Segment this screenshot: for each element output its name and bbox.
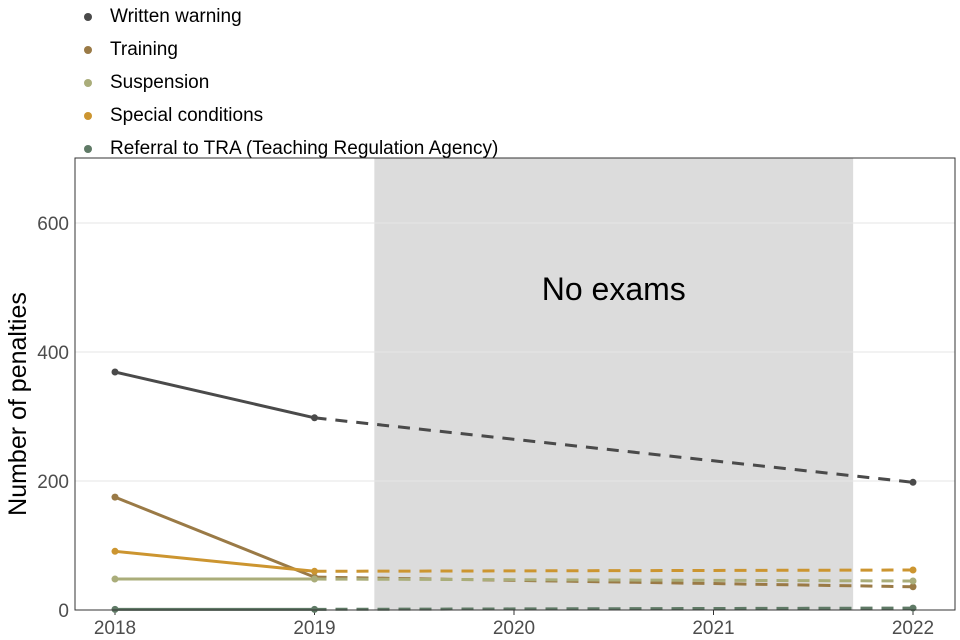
series-line-solid <box>114 549 315 573</box>
legend-item: Special conditions <box>84 99 498 132</box>
y-tick-label: 400 <box>37 343 69 364</box>
legend-label: Referral to TRA (Teaching Regulation Age… <box>110 137 499 159</box>
legend-item: Suspension <box>84 66 498 99</box>
legend-marker <box>84 144 92 153</box>
plot-border <box>74 157 956 611</box>
legend-item: Training <box>84 33 498 66</box>
legend-marker <box>84 45 92 54</box>
data-point <box>311 605 318 613</box>
data-point <box>111 547 119 555</box>
x-tick-label: 2022 <box>892 618 934 639</box>
data-point <box>111 493 119 501</box>
legend-item: Referral to TRA (Teaching Regulation Age… <box>84 132 498 165</box>
legend: Written warning Training Suspension Special… <box>84 0 498 165</box>
data-point <box>111 368 119 376</box>
data-point <box>909 577 917 585</box>
legend-label: Training <box>110 38 178 60</box>
x-tick-label: 2019 <box>293 618 335 639</box>
series-line-dashed <box>314 606 914 611</box>
legend-item: Written warning <box>84 0 498 33</box>
data-point <box>909 583 917 591</box>
data-point <box>111 605 119 613</box>
series-line-dashed <box>314 568 914 573</box>
legend-label: Suspension <box>110 71 210 93</box>
data-point <box>909 604 917 612</box>
series-line-dashed <box>314 577 914 583</box>
legend-label: Written warning <box>110 5 242 27</box>
series-line-solid <box>114 495 316 579</box>
no-exams-region <box>374 158 854 610</box>
x-tick-label: 2020 <box>493 618 535 639</box>
y-tick-label: 600 <box>37 214 69 235</box>
data-point <box>909 566 917 574</box>
series-line-dashed <box>314 416 914 484</box>
data-point <box>311 575 318 583</box>
x-tick-label: 2018 <box>94 618 136 639</box>
data-point <box>311 414 318 422</box>
legend-marker <box>84 12 92 21</box>
x-tick-label: 2021 <box>692 618 734 639</box>
series-line-dashed <box>314 575 914 589</box>
legend-marker <box>84 78 92 87</box>
data-point <box>909 478 917 486</box>
y-tick-label: 200 <box>37 472 69 493</box>
series-line-solid <box>114 370 315 420</box>
data-point <box>111 575 119 583</box>
data-point <box>311 567 318 575</box>
annotation-no-exams: No exams <box>542 271 686 307</box>
y-axis-label: Number of penalties <box>4 292 32 516</box>
legend-label: Special conditions <box>110 104 264 126</box>
y-tick-label: 0 <box>58 601 69 622</box>
legend-marker <box>84 111 92 120</box>
